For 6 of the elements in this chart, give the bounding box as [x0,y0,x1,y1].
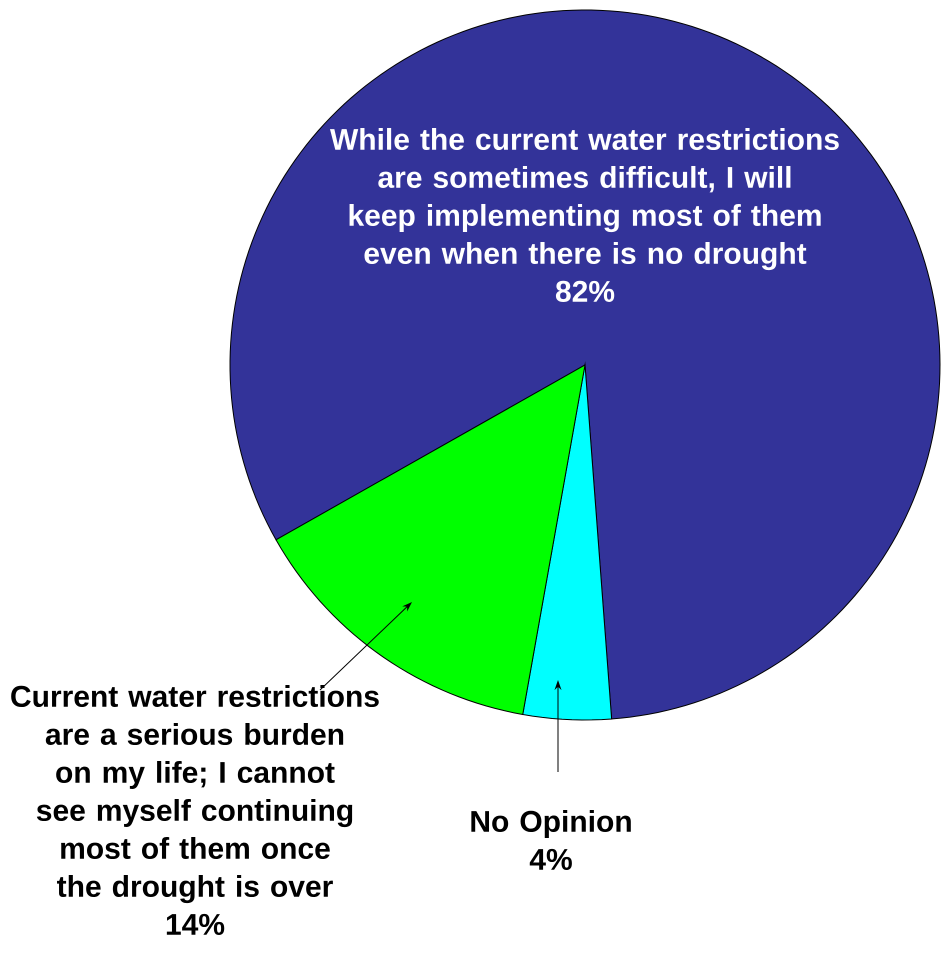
slice-label: Current water restrictions are a serious burden on my life; I cannot see myself continuing most of them once the drought is over [11,685,379,904]
slice-label: No Opinion [471,810,631,838]
data-label: 4% [530,848,572,870]
data-label: 82% [556,280,614,302]
data-label: 14% [166,914,224,935]
slice-label: While the current water restrictions are sometimes difficult, I will keep implementing most of them even when there is no drought [330,128,839,270]
